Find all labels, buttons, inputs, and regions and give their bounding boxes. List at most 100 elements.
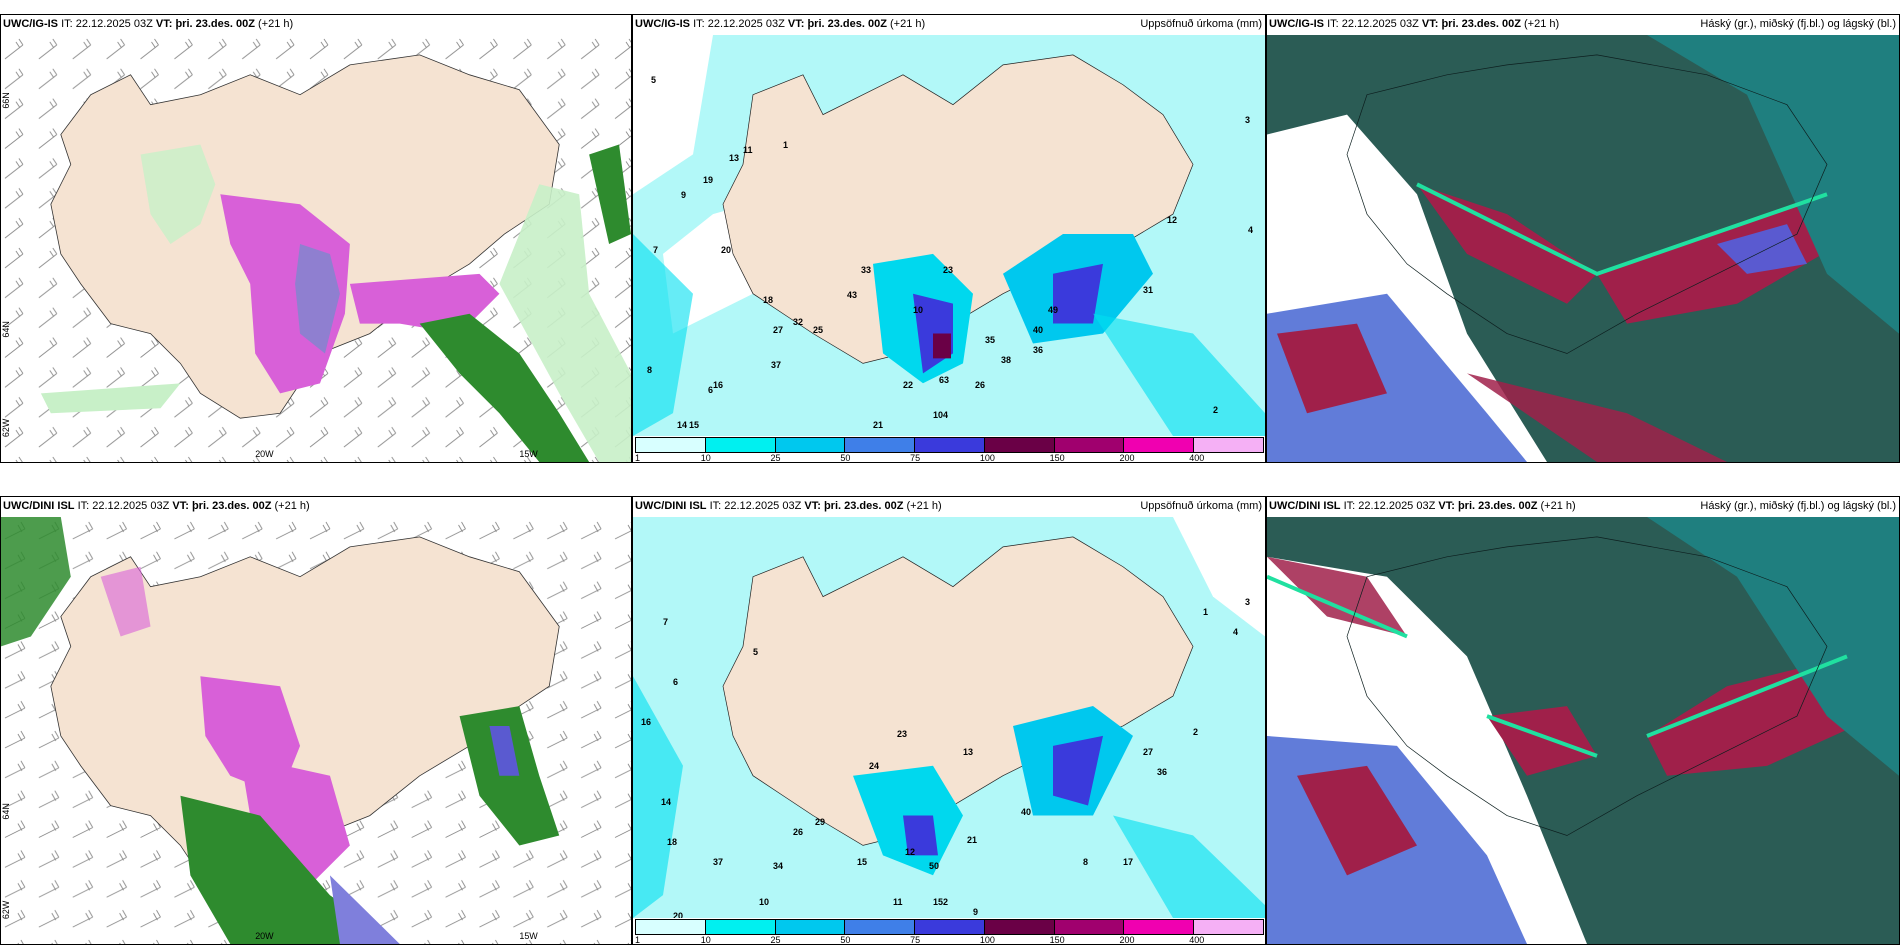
- precip-value: 50: [929, 861, 940, 871]
- precip-values: 5 3 1 2 4 7 8 9 11 10 19 13 20 18 33 23 …: [633, 35, 1265, 445]
- precip-value: 21: [873, 420, 884, 430]
- panel-header: UWC/DINI ISL IT: 22.12.2025 03Z VT: þri.…: [633, 497, 1265, 516]
- precip-value: 9: [681, 190, 687, 200]
- model-name: UWC/IG-IS: [1269, 18, 1324, 30]
- precip-value: 5: [753, 647, 759, 657]
- colorbar-label: 50: [840, 453, 851, 463]
- precip-value: 40: [1021, 807, 1032, 817]
- vt-time: þri. 23.des. 00Z: [807, 18, 887, 30]
- colorbar-label: 50: [840, 935, 851, 945]
- panel-right-title: Háský (gr.), miðský (fj.bl.) og lágský (…: [1700, 500, 1896, 512]
- vt-time: þri. 23.des. 00Z: [191, 500, 272, 512]
- precip-value: 15: [857, 857, 868, 867]
- precip-value: 3: [1245, 115, 1251, 125]
- lon-label: 15W: [519, 931, 538, 941]
- precip-svg-top: [633, 35, 1265, 436]
- precip-value: 12: [905, 847, 916, 857]
- map-panel-3: UWC/IG-IS IT: 22.12.2025 03Z VT: þri. 23…: [1266, 14, 1900, 463]
- lead-time: (+21 h): [258, 18, 294, 30]
- precip-value: 11: [893, 897, 903, 907]
- lead-time: (+21 h): [1524, 18, 1560, 30]
- it-label: IT:: [709, 500, 722, 512]
- precip-values: 3 2 1 4 7 5 6 8 11 10 14 16 18 13 12 15 …: [633, 517, 1265, 921]
- colorbar-swatch: [774, 437, 846, 453]
- cloud-cover-map: [1267, 35, 1899, 462]
- lon-label: 15W: [519, 449, 538, 459]
- colorbar-label: 1: [635, 935, 641, 945]
- it-time: 22.12.2025 03Z: [92, 500, 170, 512]
- model-name: UWC/DINI ISL: [3, 500, 75, 512]
- lead-time: (+21 h): [890, 18, 926, 30]
- vt-time: þri. 23.des. 00Z: [175, 18, 255, 30]
- precip-value: 36: [1157, 767, 1168, 777]
- precip-value: 12: [1167, 215, 1178, 225]
- colorbar-label: 10: [700, 935, 711, 945]
- it-time: 22.12.2025 03Z: [1341, 18, 1419, 30]
- precip-value: 11: [743, 145, 753, 155]
- precip-value: 4: [1233, 627, 1239, 637]
- precip-value: 6: [708, 385, 714, 395]
- precip-value: 1: [783, 140, 789, 150]
- precip-value: 16: [713, 380, 724, 390]
- panel-header: UWC/DINI ISL IT: 22.12.2025 03Z VT: þri.…: [1267, 497, 1899, 516]
- precip-value: 24: [869, 761, 880, 771]
- precip-value: 63: [939, 375, 950, 385]
- colorbar-label: 75: [910, 935, 921, 945]
- vt-label: VT:: [172, 500, 189, 512]
- colorbar: 1 10 25 50 75 100 150 200 400: [633, 436, 1265, 462]
- model-name: UWC/IG-IS: [3, 18, 58, 30]
- precip-value: 104: [933, 410, 949, 420]
- vt-label: VT:: [804, 500, 821, 512]
- precip-value: 4: [1248, 225, 1254, 235]
- precip-value: 34: [773, 861, 784, 871]
- map-panel-1: UWC/IG-IS IT: 22.12.2025 03Z VT: þri. 23…: [0, 14, 632, 463]
- panel-header: UWC/DINI ISL IT: 22.12.2025 03Z VT: þri.…: [1, 497, 631, 516]
- precip-value: 13: [963, 747, 974, 757]
- precip-value: 10: [913, 305, 924, 315]
- precip-value: 43: [847, 290, 858, 300]
- precip-value: 7: [663, 617, 669, 627]
- colorbar-swatch: [914, 919, 985, 935]
- precip-value: 3: [1245, 597, 1251, 607]
- precip-value: 37: [713, 857, 724, 867]
- precip-value: 7: [653, 245, 659, 255]
- precip-value: 152: [933, 897, 949, 907]
- lead-time: (+21 h): [274, 500, 310, 512]
- precip-value: 36: [1033, 345, 1044, 355]
- precip-value: 35: [985, 335, 996, 345]
- precip-value: 19: [703, 175, 714, 185]
- colorbar-swatch: [704, 919, 776, 935]
- precip-value: 2: [1213, 405, 1219, 415]
- precip-value: 32: [793, 317, 804, 327]
- colorbar-swatch: [774, 919, 846, 935]
- precip-value: 31: [1143, 285, 1154, 295]
- precip-value: 17: [1123, 857, 1134, 867]
- precip-value: 23: [943, 265, 954, 275]
- colorbar-swatch: [914, 437, 985, 453]
- colorbar-label: 100: [979, 453, 995, 463]
- model-name: UWC/IG-IS: [635, 18, 690, 30]
- panel-right-title: Háský (gr.), miðský (fj.bl.) og lágský (…: [1700, 18, 1896, 30]
- colorbar-label: 75: [910, 453, 921, 463]
- precip-value: 15: [689, 420, 700, 430]
- precip-value: 49: [1048, 305, 1059, 315]
- precip-value: 2: [1193, 727, 1199, 737]
- precip-value: 40: [1033, 325, 1044, 335]
- colorbar: 1 10 25 50 75 100 150 200 400: [633, 918, 1265, 944]
- precip-value: 9: [973, 907, 979, 917]
- precip-value: 18: [763, 295, 774, 305]
- vt-label: VT:: [787, 18, 805, 30]
- map-panel-5: UWC/DINI ISL IT: 22.12.2025 03Z VT: þri.…: [632, 496, 1266, 945]
- precip-value: 38: [1001, 355, 1012, 365]
- panel-header: UWC/IG-IS IT: 22.12.2025 03Z VT: þri. 23…: [633, 15, 1265, 34]
- it-label: IT:: [61, 18, 73, 30]
- lead-time: (+21 h): [906, 500, 942, 512]
- it-time: 22.12.2025 03Z: [75, 18, 153, 30]
- colorbar-swatch: [635, 437, 706, 453]
- map-panel-4: UWC/DINI ISL IT: 22.12.2025 03Z VT: þri.…: [0, 496, 632, 945]
- colorbar-swatch: [983, 919, 1055, 935]
- colorbar-label: 10: [700, 453, 711, 463]
- cloud-cover-map: [1267, 517, 1899, 944]
- it-time: 22.12.2025 03Z: [724, 500, 802, 512]
- vt-time: þri. 23.des. 00Z: [823, 500, 904, 512]
